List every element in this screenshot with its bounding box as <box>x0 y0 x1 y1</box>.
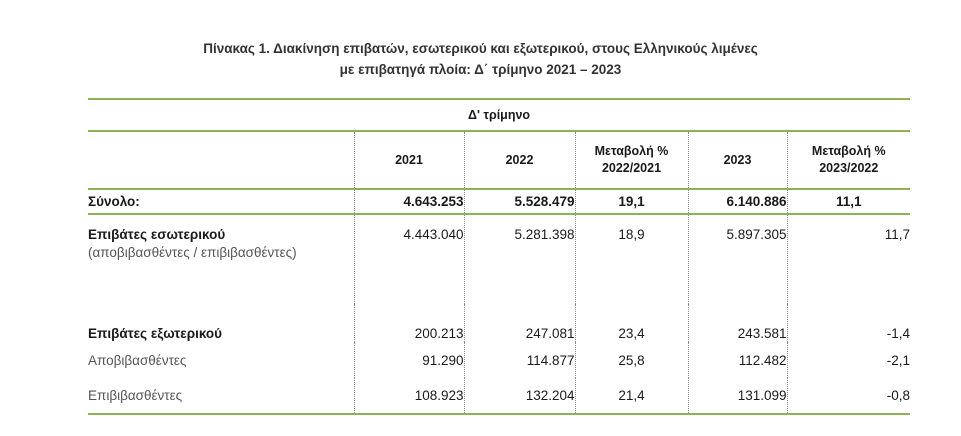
cell-change-2023: -1,4 <box>886 325 911 341</box>
row-sublabel: (αποβιβασθέντες / επιβιβασθέντες) <box>88 245 297 260</box>
table-row-domestic: Επιβάτες εσωτερικού (αποβιβασθέντες / επ… <box>88 214 910 304</box>
column-header-2021: 2021 <box>354 131 465 190</box>
cell-change-2022: 23,4 <box>575 304 689 342</box>
cell-2021: 4.443.040 <box>354 214 465 304</box>
cell-2022: 132.204 <box>464 378 576 415</box>
cell-2022: 5.281.398 <box>464 214 576 304</box>
row-label: Σύνολο: <box>88 189 355 215</box>
cell-2023: 5.897.305 <box>688 214 788 304</box>
cell-change-2023: -0,8 <box>787 378 911 415</box>
column-header-2022: 2022 <box>464 131 576 190</box>
table-title: Πίνακας 1. Διακίνηση επιβατών, εσωτερικο… <box>0 38 961 80</box>
cell-2023: 6.140.886 <box>688 189 788 215</box>
column-header-change-2022: Μεταβολή % 2022/2021 <box>575 131 689 190</box>
column-header-row: 2021 2022 Μεταβολή % 2022/2021 2023 Μετα… <box>88 131 911 190</box>
row-label: Επιβάτες εξωτερικού <box>88 304 355 342</box>
cell-2022: 247.081 <box>464 304 576 342</box>
table-title-line-2: με επιβατηγά πλοία: Δ΄ τρίμηνο 2021 – 20… <box>339 62 622 77</box>
cell-2022: 5.528.479 <box>464 189 576 215</box>
cell-2023: 131.099 <box>688 378 788 415</box>
quarter-header: Δ' τρίμηνο <box>88 98 911 132</box>
column-header-change-2022-line-1: Μεταβολή % <box>594 144 669 158</box>
cell-2021: 108.923 <box>354 378 465 415</box>
table-title-line-1: Πίνακας 1. Διακίνηση επιβατών, εσωτερικο… <box>203 41 758 56</box>
column-header-change-2023: Μεταβολή % 2023/2022 <box>787 131 911 190</box>
table-row-disembarked: Αποβιβασθέντες 91.290 114.877 25,8 112.4… <box>88 342 910 378</box>
table-row-total: Σύνολο: 4.643.253 5.528.479 19,1 6.140.8… <box>88 189 911 215</box>
cell-2023: 243.581 <box>688 304 788 342</box>
cell-change-2022: 18,9 <box>575 214 689 304</box>
table-row-international: Επιβάτες εξωτερικού 200.213 247.081 23,4… <box>88 304 910 342</box>
row-label: Αποβιβασθέντες <box>88 342 355 378</box>
passenger-traffic-table: Δ' τρίμηνο 2021 2022 Μεταβολή % 2022/202… <box>88 98 911 415</box>
cell-change-2023: 11,7 <box>884 227 911 242</box>
column-header-change-2023-line-2: 2023/2022 <box>819 161 879 175</box>
row-label-cell: Επιβάτες εσωτερικού (αποβιβασθέντες / επ… <box>88 214 355 304</box>
quarter-header-row: Δ' τρίμηνο <box>88 98 911 132</box>
table-row-embarked: Επιβιβασθέντες 108.923 132.204 21,4 131.… <box>88 378 911 415</box>
row-label: Επιβιβασθέντες <box>88 378 355 415</box>
cell-change-2023: -2,1 <box>886 352 911 368</box>
column-header-change-2023-line-1: Μεταβολή % <box>811 144 886 158</box>
cell-2021: 91.290 <box>354 342 465 378</box>
cell-2021: 200.213 <box>354 304 465 342</box>
cell-2021: 4.643.253 <box>354 189 465 215</box>
cell-change-2022: 25,8 <box>575 342 689 378</box>
column-header-blank <box>88 131 355 190</box>
cell-change-2022: 19,1 <box>575 189 689 215</box>
column-header-change-2022-line-2: 2022/2021 <box>601 161 662 175</box>
cell-2023: 112.482 <box>688 342 788 378</box>
cell-2022: 114.877 <box>464 342 576 378</box>
column-header-2023: 2023 <box>688 131 788 190</box>
row-label: Επιβάτες εσωτερικού <box>88 227 226 242</box>
cell-change-2023: 11,1 <box>787 189 911 215</box>
cell-change-2022: 21,4 <box>575 378 689 415</box>
